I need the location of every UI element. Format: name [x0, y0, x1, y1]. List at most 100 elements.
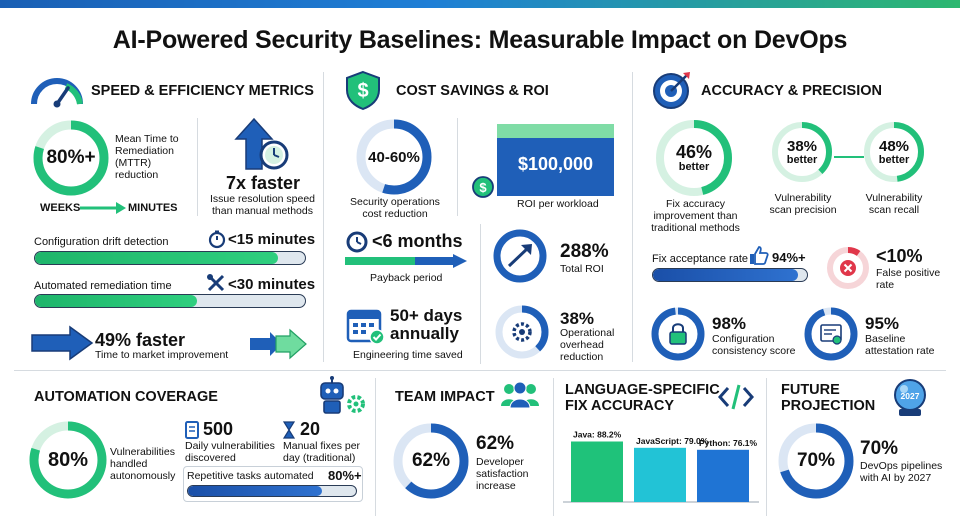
crystal-ball-icon: 2027	[890, 378, 930, 423]
divider	[480, 224, 481, 364]
dollar-shield-icon: $	[345, 70, 381, 115]
precision-value: 38%	[786, 137, 818, 155]
recall-sub: better	[878, 153, 910, 166]
robot-icon	[318, 376, 368, 421]
divider	[632, 72, 633, 362]
divider	[14, 370, 946, 371]
ops-cost-ring: 40-60%	[355, 118, 433, 196]
false-positive-value: <10%	[876, 246, 923, 266]
language-bar-chart: Java: 88.2% JavaScript: 79.0%Python: 76.1…	[563, 429, 759, 503]
divider	[457, 118, 458, 216]
repetitive-label: Repetitive tasks automated	[187, 470, 314, 482]
clock-icon	[346, 231, 368, 258]
precision-label: Vulnerability scan precision	[769, 192, 837, 217]
divider	[766, 378, 767, 516]
fix-accuracy-sub: better	[678, 161, 710, 173]
manual-label: Manual fixes per day (traditional)	[283, 440, 361, 465]
divider	[197, 118, 198, 216]
double-arrow-icon	[250, 328, 307, 363]
attestation-label: Baseline attestation rate	[865, 333, 935, 358]
faster-value: 7x faster	[226, 173, 301, 193]
minutes-label: MINUTES	[128, 202, 178, 214]
up-arrow-clock-icon	[234, 117, 290, 176]
fix-acceptance-value: 94%+	[772, 250, 806, 265]
connector-line	[834, 156, 864, 158]
section-title-language: LANGUAGE-SPECIFIC FIX ACCURACY	[565, 382, 720, 414]
svg-text:$: $	[479, 180, 487, 195]
consistency-label: Configuration consistency score	[712, 333, 796, 358]
bar-java	[571, 441, 623, 502]
overhead-ring	[494, 304, 550, 360]
fix-accuracy-ring: 46% better	[654, 118, 734, 198]
svg-text:$: $	[357, 80, 368, 102]
team-ring-value: 62%	[411, 450, 451, 471]
consistency-value: 98%	[712, 314, 747, 333]
drift-label: Configuration drift detection	[34, 236, 169, 248]
section-title-accuracy: ACCURACY & PRECISION	[701, 83, 883, 99]
tools-icon	[206, 273, 226, 298]
bar-label-python: Python: 76.1%	[699, 438, 758, 448]
payback-value: <6 months	[372, 231, 463, 251]
future-value: 70%	[860, 438, 899, 459]
automation-value: 80%	[47, 448, 89, 471]
roi-label: ROI per workload	[517, 198, 599, 210]
precision-ring: 38% better	[770, 120, 834, 184]
false-positive-ring	[826, 246, 870, 290]
attestation-value: 95%	[865, 314, 900, 333]
manual-value: 20	[300, 419, 321, 439]
automation-label: Vulnerabilities handled autonomously	[110, 446, 176, 483]
team-value: 62%	[476, 433, 515, 454]
calendar-icon	[346, 306, 386, 351]
bar-javascript	[634, 447, 686, 502]
team-label: Developer satisfaction increase	[476, 456, 529, 493]
bar-python	[697, 449, 749, 502]
repetitive-value: 80%+	[328, 468, 362, 483]
target-icon	[652, 70, 692, 115]
big-arrow-icon	[31, 325, 94, 364]
mttr-value: 80%+	[46, 147, 96, 168]
payback-label: Payback period	[370, 272, 443, 284]
coin-icon: $	[472, 176, 494, 203]
fix-accuracy-label: Fix accuracy improvement than traditiona…	[651, 198, 740, 235]
recall-value: 48%	[878, 137, 910, 155]
stopwatch-icon	[208, 230, 226, 253]
eng-time-label: Engineering time saved	[353, 349, 463, 361]
code-icon	[717, 382, 755, 417]
recall-ring: 48% better	[862, 120, 926, 184]
total-roi-label: Total ROI	[560, 263, 604, 275]
remediation-value: <30 minutes	[228, 276, 316, 293]
overhead-label: Operational overhead reduction	[560, 327, 615, 364]
future-label: DevOps pipelines with AI by 2027	[860, 460, 943, 485]
eng-time-value: 50+ days annually	[390, 306, 463, 343]
weeks-label: WEEKS	[40, 202, 81, 214]
bar-label-java: Java: 88.2%	[573, 429, 622, 439]
repetitive-card	[183, 466, 363, 502]
daily-value: 500	[203, 419, 234, 439]
future-ring-value: 70%	[796, 450, 836, 471]
ops-cost-value: 40-60%	[368, 148, 420, 166]
precision-sub: better	[786, 153, 818, 166]
faster-label: Issue resolution speed than manual metho…	[209, 193, 316, 218]
market-label: Time to market improvement	[95, 349, 229, 361]
false-positive-label: False positive rate	[876, 267, 941, 292]
overhead-value: 38%	[560, 309, 595, 328]
future-ring: 70%	[777, 422, 855, 500]
hourglass-icon	[282, 421, 296, 444]
roi-card: $100,000	[497, 124, 614, 196]
daily-label: Daily vulnerabilities discovered	[185, 440, 275, 465]
crystal-ball-year: 2027	[901, 391, 920, 401]
mttr-ring: 80%+	[32, 119, 110, 197]
section-title-future: FUTURE PROJECTION	[781, 382, 876, 414]
divider	[553, 378, 554, 516]
roi-value: $100,000	[517, 154, 594, 174]
fix-acceptance-label: Fix acceptance rate	[652, 253, 748, 265]
drift-value: <15 minutes	[228, 231, 316, 248]
arrow-right-icon	[80, 201, 126, 220]
page-title: AI-Powered Security Baselines: Measurabl…	[112, 26, 848, 54]
section-title-cost: COST SAVINGS & ROI	[396, 83, 549, 99]
top-accent-bar	[0, 0, 960, 8]
divider	[323, 72, 324, 362]
team-icon	[500, 380, 540, 415]
timeline-arrow-icon	[345, 254, 467, 273]
total-roi-value: 288%	[560, 241, 609, 262]
